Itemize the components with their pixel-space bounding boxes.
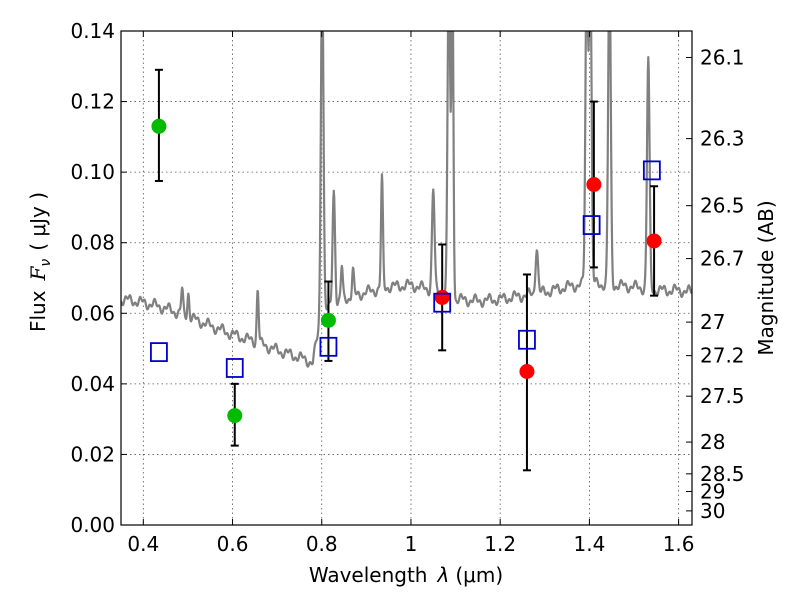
nir-detections-point	[519, 364, 535, 380]
x-tick-label: 0.8	[306, 532, 338, 556]
optical-detections-point	[151, 118, 167, 134]
magnitude-tick-label: 27.5	[700, 384, 745, 408]
x-tick-label: 0.6	[217, 532, 249, 556]
y-tick-label: 0.14	[70, 19, 115, 43]
axis-ticks	[121, 30, 692, 526]
model-spectrum-line	[121, 31, 692, 368]
model-photometry-point	[319, 336, 338, 357]
nir-detections-point	[586, 176, 602, 192]
y-tick-label: 0.10	[70, 160, 115, 184]
x-tick-label: 1	[405, 532, 418, 556]
nir-detections-point	[434, 289, 450, 305]
optical-detections-point	[320, 312, 336, 328]
x-tick-label: 1.4	[573, 532, 605, 556]
nir-detections-point	[646, 233, 662, 249]
magnitude-tick-label: 28.5	[700, 462, 745, 486]
y-tick-label: 0.02	[70, 442, 115, 466]
y-axis-title: FluxFν( μJy )	[26, 192, 54, 332]
magnitude-tick-label: 29	[700, 479, 725, 503]
magnitude-tick-label: 28	[700, 430, 725, 454]
model-photometry-point	[225, 358, 244, 378]
plot-frame	[120, 30, 693, 526]
model-photometry-point	[150, 342, 168, 363]
y-tick-label: 0.04	[70, 372, 115, 396]
model-photometry-point	[642, 160, 661, 181]
x-tick-label: 1.2	[484, 532, 516, 556]
x-axis-title: Wavelength λ (μm)	[309, 563, 503, 587]
x-tick-label: 1.6	[663, 532, 695, 556]
plot-area	[121, 31, 692, 472]
y-tick-label: 0.00	[70, 513, 115, 537]
model-photometry-point	[433, 292, 452, 313]
optical-detections-point	[227, 408, 243, 424]
model-photometry-point	[518, 329, 536, 350]
magnitude-tick-label: 27	[700, 310, 725, 334]
tick-labels: 0.4 0.6 0.8 1 1.2 1.4 1.6 0.00 0.02 0.04 0.06 0.08 0…	[70, 19, 744, 556]
magnitude-tick-label: 26.1	[700, 45, 745, 69]
x-tick-label: 0.4	[127, 532, 159, 556]
magnitude-tick-label: 26.3	[700, 127, 745, 151]
model-photometry-point	[582, 215, 601, 235]
data-markers	[150, 118, 662, 424]
magnitude-tick-label: 26.7	[700, 247, 745, 271]
magnitude-tick-label: 26.5	[700, 194, 745, 218]
y-tick-label: 0.06	[70, 301, 115, 325]
y-tick-label: 0.08	[70, 231, 115, 255]
magnitude-axis-title: Magnitude (AB)	[754, 200, 778, 355]
y-tick-label: 0.12	[70, 90, 115, 114]
magnitude-tick-label: 27.2	[700, 344, 745, 368]
magnitude-tick-label: 30	[700, 499, 725, 523]
